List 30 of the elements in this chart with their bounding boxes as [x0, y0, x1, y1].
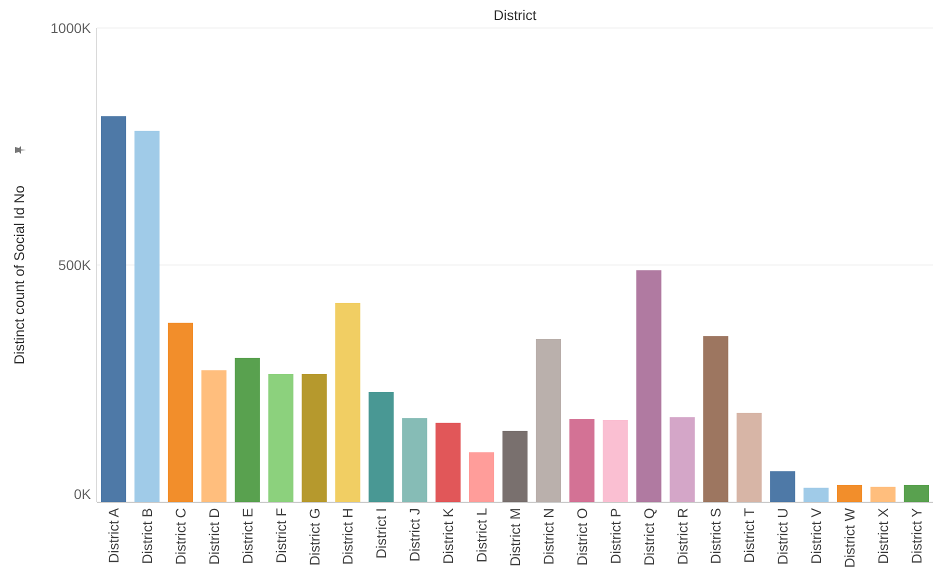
x-tick-label: District F	[272, 508, 289, 564]
x-tick-label: District O	[574, 508, 590, 566]
x-tick-label: District R	[674, 508, 690, 565]
x-tick-label: District X	[874, 507, 891, 564]
x-tick-label: District L	[474, 508, 490, 562]
chart-title: District	[494, 7, 536, 23]
x-tick-label: District E	[239, 508, 256, 564]
x-tick-label: District C	[172, 508, 188, 565]
y-tick-label: 500K	[58, 256, 92, 273]
x-tick-label: District H	[340, 508, 356, 565]
x-tick-label: District T	[741, 508, 758, 563]
x-tick-label: District Q	[640, 508, 657, 566]
x-tick-label: District K	[440, 507, 456, 564]
x-tick-label: District Y	[908, 507, 924, 564]
x-tick-label: District N	[540, 508, 556, 565]
x-tick-label: District W	[842, 507, 858, 568]
x-tick-label: District I	[373, 508, 390, 559]
x-tick-label: District G	[306, 508, 322, 566]
x-tick-label: District S	[708, 508, 724, 564]
x-tick-label: District M	[507, 508, 523, 566]
x-tick-label: District B	[139, 508, 156, 564]
x-tick-label: District P	[607, 508, 624, 564]
y-axis-title: Distinct count of Social Id No	[11, 185, 27, 364]
x-tick-label: District U	[774, 508, 791, 565]
x-tick-label: District D	[206, 508, 222, 565]
y-tick-label: 0K	[74, 486, 92, 502]
x-tick-label: District V	[808, 507, 824, 564]
x-tick-label: District A	[106, 507, 122, 564]
y-tick-label: 1000K	[50, 20, 92, 36]
x-tick-label: District J	[406, 508, 423, 562]
